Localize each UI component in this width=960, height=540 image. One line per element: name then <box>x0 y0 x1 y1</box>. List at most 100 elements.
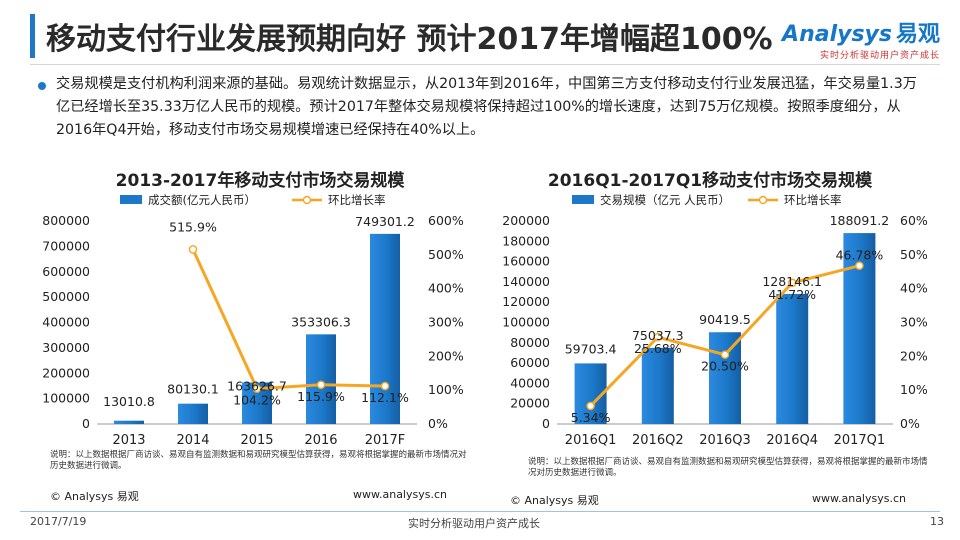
bar-value-label: 59703.4 <box>565 341 617 356</box>
y-right-tick-label: 20% <box>900 348 928 363</box>
bar-value-label: 188091.2 <box>830 213 890 228</box>
bar <box>306 334 336 424</box>
title-accent-bar <box>30 14 35 58</box>
bar-value-label: 353306.3 <box>291 314 351 329</box>
y-right-tick-label: 500% <box>428 247 464 262</box>
y-left-tick-label: 140000 <box>502 274 550 289</box>
line-value-label: 41.72% <box>768 287 816 302</box>
y-left-tick-label: 200000 <box>502 213 550 228</box>
y-left-tick-label: 400000 <box>42 315 90 330</box>
x-tick-label: 2016Q3 <box>699 433 751 448</box>
bar <box>370 233 400 424</box>
y-left-tick-label: 120000 <box>502 294 550 309</box>
bar-value-label: 90419.5 <box>699 312 751 327</box>
page-title: 移动支付行业发展预期向好 预计2017年增幅超100% <box>46 22 773 57</box>
growth-line <box>191 248 386 391</box>
y-left-tick-label: 80000 <box>510 335 550 350</box>
y-right-tick-label: 0% <box>900 416 920 431</box>
line-value-label: 5.34% <box>571 410 611 425</box>
logo-slogan: 实时分析驱动用户资产成长 <box>819 51 940 61</box>
growth-point <box>586 401 595 411</box>
analysys-logo: Analysys 易观 实时分析驱动用户资产成长 <box>782 16 940 61</box>
chart2-url: www.analysys.cn <box>812 492 906 505</box>
summary-text: 交易规模是支付机构利润来源的基础。易观统计数据显示，从2013年到2016年，中… <box>56 76 917 138</box>
bar <box>114 420 144 424</box>
y-left-tick-label: 0 <box>82 416 90 431</box>
x-tick-label: 2016Q1 <box>565 433 617 448</box>
y-right-tick-label: 100% <box>428 382 464 397</box>
x-tick-label: 2014 <box>176 433 209 448</box>
bar-value-label: 75037.3 <box>632 328 684 343</box>
line-value-label: 20.50% <box>701 359 749 374</box>
y-right-tick-label: 400% <box>428 281 464 296</box>
line-value-label: 112.1% <box>361 390 409 405</box>
line-value-label: 25.68% <box>634 341 682 356</box>
bar <box>709 332 741 424</box>
legend-line-label: 环比增长率 <box>784 193 842 207</box>
footer-divider <box>20 511 940 512</box>
x-tick-label: 2017F <box>365 433 406 448</box>
y-right-tick-label: 50% <box>900 247 928 262</box>
chart2-svg: 0 20000 40000 60000 80000 100000 120000 140000 1… <box>502 193 928 448</box>
y-left-tick-label: 200000 <box>42 365 90 380</box>
growth-point <box>855 261 864 271</box>
logo-brand: nalysys <box>799 22 892 47</box>
chart2-source: © Analysys 易观 <box>510 494 599 507</box>
line-value-label: 104.2% <box>233 393 281 408</box>
growth-point <box>188 245 198 254</box>
chart1-title: 2013-2017年移动支付市场交易规模 <box>115 171 405 191</box>
x-tick-label: 2016Q2 <box>632 433 684 448</box>
legend-bar-label: 交易规模（亿元 人民币） <box>600 193 730 207</box>
bar <box>776 293 809 424</box>
y-left-tick-label: 20000 <box>510 396 550 411</box>
line-value-label: 115.9% <box>297 389 345 404</box>
bar-value-label: 128146.1 <box>762 274 822 289</box>
legend-bar-swatch <box>572 195 594 204</box>
y-right-tick-label: 200% <box>428 348 464 363</box>
chart1-svg: 0 100000 200000 300000 400000 500000 600000 700… <box>42 193 464 448</box>
y-right-tick-label: 30% <box>900 315 928 330</box>
bar <box>641 347 674 424</box>
x-tick-label: 2015 <box>240 433 273 448</box>
y-right-tick-label: 40% <box>900 281 928 296</box>
growth-point <box>316 380 326 390</box>
legend-line-label: 环比增长率 <box>328 193 386 207</box>
chart2-title: 2016Q1-2017Q1移动支付市场交易规模 <box>547 171 873 191</box>
y-left-tick-label: 300000 <box>42 340 90 355</box>
x-tick-label: 2016 <box>304 433 337 448</box>
growth-point <box>252 384 262 394</box>
growth-point <box>720 350 730 359</box>
bar-value-label: 749301.2 <box>355 214 415 229</box>
growth-point <box>380 381 390 391</box>
y-left-tick-label: 160000 <box>502 254 550 269</box>
legend-bar-label: 成交额(亿元人民币） <box>148 193 256 207</box>
bullet-icon <box>38 82 46 90</box>
y-left-tick-label: 0 <box>542 416 550 431</box>
y-left-tick-label: 60000 <box>510 355 550 370</box>
line-value-label: 46.78% <box>836 248 884 263</box>
y-left-tick-label: 700000 <box>42 238 90 253</box>
bar-value-label: 13010.8 <box>103 394 155 409</box>
y-right-tick-label: 600% <box>428 213 464 228</box>
x-tick-label: 2017Q1 <box>834 433 886 448</box>
chart1-note: 说明：以上数据根据厂商访谈、易观自有监测数据和易观研究模型估算获得，易观将根据掌… <box>50 450 467 471</box>
page-number: 13 <box>930 515 944 528</box>
y-left-tick-label: 500000 <box>42 289 90 304</box>
y-left-tick-label: 40000 <box>510 375 550 390</box>
header-divider <box>30 64 940 65</box>
x-tick-label: 2016Q4 <box>766 433 818 448</box>
y-left-tick-label: 100000 <box>502 315 550 330</box>
chart2-note: 说明：以上数据根据厂商访谈、易观自有监测数据和易观研究模型估算获得，易观将根据掌… <box>528 457 928 478</box>
footer-slogan: 实时分析驱动用户资产成长 <box>408 517 540 530</box>
legend-line-marker <box>302 195 312 205</box>
y-right-tick-label: 300% <box>428 315 464 330</box>
growth-point <box>787 278 797 288</box>
line-value-label: 515.9% <box>169 219 217 234</box>
chart1-source: © Analysys 易观 <box>50 490 139 503</box>
y-left-tick-label: 600000 <box>42 264 90 279</box>
logo-cn: 易观 <box>895 22 940 47</box>
footer-date: 2017/7/19 <box>30 515 87 528</box>
bar-value-label: 163626.7 <box>227 378 287 393</box>
logo-prefix: A <box>782 22 800 47</box>
x-tick-label: 2013 <box>112 433 145 448</box>
